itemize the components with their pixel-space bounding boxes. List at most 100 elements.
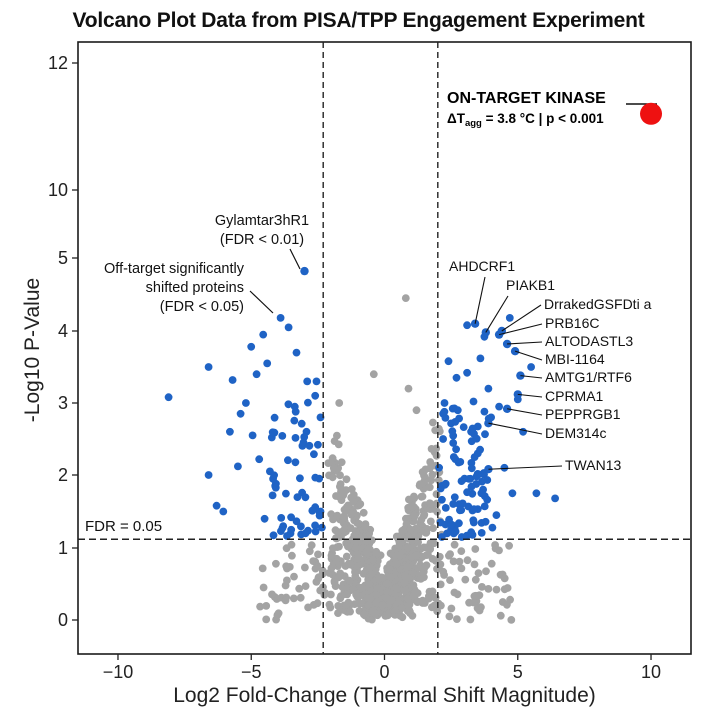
nonsignificant-point [368,607,377,615]
significant-point [457,506,466,514]
protein-label: AMTG1/RTF6 [545,369,632,385]
y-tick-label: 4 [58,321,68,341]
y-tick-label: 5 [58,248,68,268]
nonsignificant-point [427,445,436,453]
y-tick-label: 2 [58,465,68,485]
significant-point [268,428,277,437]
significant-point [277,527,285,535]
nonsignificant-point [332,534,341,543]
nonsignificant-point [445,612,454,621]
x-tick-label: 10 [641,662,661,682]
nonsignificant-point [356,500,365,508]
nonsignificant-point [296,593,305,602]
nonsignificant-point [463,556,472,565]
protein-leader-line [498,323,543,336]
significant-point [527,363,535,371]
significant-point [467,528,476,537]
nonsignificant-point [413,598,422,606]
significant-point [476,445,484,454]
significant-point [226,427,234,436]
labeled-protein-point [516,371,525,380]
significant-point [293,493,302,501]
protein-label: PEPPRGB1 [545,406,621,422]
nonsignificant-point [337,458,346,467]
top-offtarget-point [300,266,309,276]
significant-point [304,398,312,407]
nonsignificant-point [427,476,436,485]
nonsignificant-point [457,564,466,573]
nonsignificant-point [408,503,417,512]
protein-leader-line [488,465,563,470]
significant-point [440,407,449,416]
significant-point [228,376,237,384]
nonsignificant-point [426,499,435,508]
protein-leader-line [507,341,543,345]
significant-point [291,434,300,442]
fdr-threshold-label: FDR = 0.05 [85,518,162,535]
significant-point [450,493,459,502]
nonsignificant-point [492,585,501,594]
nonsignificant-point [420,510,429,519]
nonsignificant-point [281,596,290,605]
nonsignificant-point [343,590,351,599]
nonsignificant-point [336,569,345,578]
nonsignificant-point [355,520,363,528]
nonsignificant-point [431,557,440,565]
y-tick-label: 1 [58,538,68,558]
nonsignificant-point [426,458,435,466]
nonsignificant-point [409,592,418,600]
nonsignificant-point [374,575,383,584]
nonsignificant-point [505,541,513,550]
labeled-protein-point [494,330,504,339]
nonsignificant-point [259,583,268,592]
significant-point [204,471,213,479]
nonsignificant-point [342,475,351,484]
significant-point [435,463,443,472]
nonsignificant-point [362,548,371,556]
nonsignificant-point [373,584,382,593]
nonsignificant-point [410,511,418,520]
significant-point [465,475,473,483]
significant-point [441,414,450,422]
significant-point [282,489,290,498]
nonsignificant-point [418,492,427,501]
nonsignificant-point [330,578,339,587]
nonsignificant-point [335,399,344,407]
nonsignificant-point [446,576,454,584]
x-axis-label: Log2 Fold-Change (Thermal Shift Magnitud… [173,684,596,707]
significant-point [305,441,314,450]
y-tick-label: 0 [58,610,68,630]
protein-leader-line [474,276,486,324]
top-protein-label: GylamtarЗhR1 [215,213,309,229]
protein-label: AHDCRF1 [449,258,515,274]
nonsignificant-point [500,574,509,583]
significant-point [291,458,300,467]
nonsignificant-point [396,611,404,620]
significant-point [500,463,509,472]
nonsignificant-point [416,480,424,489]
nonsignificant-point [437,601,445,610]
nonsignificant-point [440,571,448,579]
nonsignificant-point [403,534,412,543]
nonsignificant-point [334,528,343,536]
nonsignificant-point [474,569,483,577]
significant-point [252,370,261,379]
significant-point [290,416,299,425]
nonsignificant-point [301,582,310,590]
nonsignificant-point [420,573,428,582]
nonsignificant-point [404,384,413,393]
significant-point [451,527,460,536]
nonsignificant-point [369,370,378,379]
nonsignificant-point [305,547,314,556]
significant-point [287,513,295,522]
significant-point [439,435,447,443]
nonsignificant-point [475,606,484,615]
nonsignificant-point [406,525,415,534]
protein-leader-line [514,350,543,361]
significant-point [441,504,450,512]
protein-label: DEM314c [545,425,606,441]
protein-label: CPRMA1 [545,388,604,404]
nonsignificant-point [301,563,309,572]
